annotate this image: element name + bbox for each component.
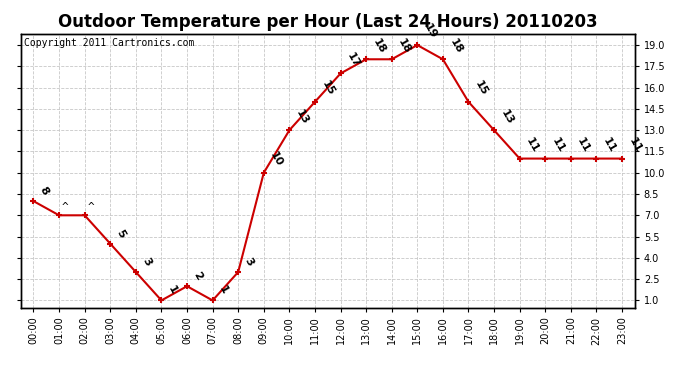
Text: 18: 18 (448, 37, 464, 55)
Text: ^: ^ (61, 202, 68, 212)
Text: 11: 11 (524, 136, 541, 154)
Text: 13: 13 (294, 108, 310, 126)
Text: 1: 1 (217, 285, 230, 296)
Text: 18: 18 (396, 37, 413, 55)
Text: 15: 15 (473, 79, 489, 98)
Text: ^: ^ (87, 202, 94, 212)
Text: 19: 19 (422, 22, 438, 41)
Text: 8: 8 (38, 185, 50, 197)
Text: 18: 18 (371, 37, 387, 55)
Text: 11: 11 (550, 136, 566, 154)
Text: 17: 17 (345, 51, 362, 69)
Text: 1: 1 (166, 285, 179, 296)
Text: 15: 15 (319, 79, 336, 98)
Text: 11: 11 (575, 136, 592, 154)
Text: 11: 11 (627, 136, 643, 154)
Text: 3: 3 (243, 256, 255, 268)
Text: Copyright 2011 Cartronics.com: Copyright 2011 Cartronics.com (23, 38, 194, 48)
Title: Outdoor Temperature per Hour (Last 24 Hours) 20110203: Outdoor Temperature per Hour (Last 24 Ho… (58, 13, 598, 31)
Text: 13: 13 (499, 108, 515, 126)
Text: 2: 2 (192, 270, 204, 282)
Text: 10: 10 (268, 150, 285, 168)
Text: 5: 5 (115, 228, 128, 239)
Text: 11: 11 (601, 136, 618, 154)
Text: 3: 3 (141, 256, 153, 268)
